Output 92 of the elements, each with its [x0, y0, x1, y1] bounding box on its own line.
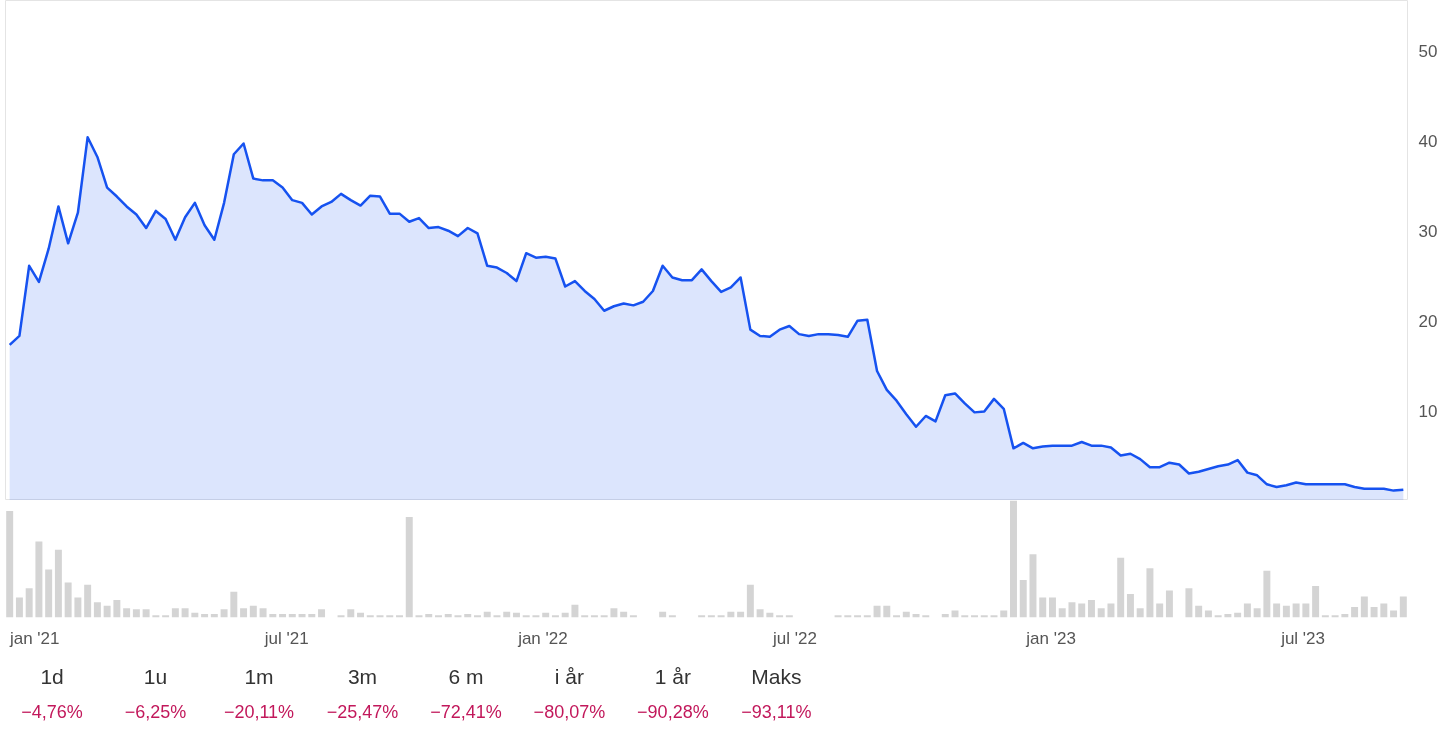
category-label: i år: [554, 664, 585, 688]
bar: [1390, 610, 1398, 618]
y-tick-label: 40: [1418, 131, 1438, 151]
bar: [259, 608, 267, 618]
category-label: Maks: [751, 664, 802, 688]
data-label: −90,28%: [637, 701, 709, 722]
bar: [1117, 557, 1125, 618]
bar: [142, 609, 150, 618]
category-label: 6 m: [448, 664, 484, 688]
bar: [74, 597, 82, 618]
bar: [113, 599, 121, 618]
bar: [1292, 603, 1300, 618]
bar: [15, 597, 23, 618]
bar: [610, 608, 618, 618]
bar: [1126, 594, 1134, 618]
bar: [220, 609, 228, 618]
data-label: −93,11%: [741, 701, 812, 722]
bar: [1097, 608, 1105, 618]
bar: [1185, 588, 1193, 618]
bar: [1351, 606, 1359, 618]
bar: [1370, 606, 1378, 618]
bar: [746, 584, 754, 618]
bar: [6, 511, 14, 618]
category-label: 1 år: [654, 664, 691, 688]
x-tick-label: jan '21: [8, 628, 60, 648]
bar: [123, 608, 131, 618]
bar: [132, 609, 140, 618]
bar: [1273, 603, 1281, 618]
bar: [1204, 610, 1212, 618]
bar: [1195, 605, 1203, 618]
data-label: −25,47%: [326, 701, 399, 722]
y-tick-label: 20: [1418, 311, 1438, 331]
bar: [230, 591, 238, 618]
bar: [1282, 605, 1290, 618]
bar: [1253, 608, 1261, 618]
x-tick-label: jan '22: [517, 628, 568, 648]
bar: [1019, 580, 1027, 618]
x-tick-label: jul '22: [771, 628, 817, 648]
bar: [1312, 585, 1320, 618]
bar: [45, 569, 53, 618]
bar: [1048, 597, 1056, 618]
bar: [347, 609, 355, 618]
y-tick-label: 10: [1418, 401, 1438, 421]
bar: [1243, 603, 1251, 618]
bar: [1000, 610, 1008, 618]
bar: [1039, 597, 1047, 618]
bar: [1360, 596, 1368, 618]
bar: [240, 608, 248, 618]
bar: [84, 584, 92, 618]
bar: [181, 608, 189, 618]
bar: [1087, 599, 1095, 618]
category-label: 1m: [244, 664, 274, 688]
data-label: −72,41%: [430, 701, 502, 722]
x-tick-label: jul '21: [263, 628, 309, 648]
bar: [1058, 608, 1066, 618]
data-label: −4,76%: [21, 701, 83, 722]
bar: [873, 605, 881, 618]
data-label: −80,07%: [533, 701, 606, 722]
bar: [571, 604, 579, 618]
data-label: −6,25%: [124, 701, 187, 722]
bar: [249, 605, 257, 618]
bar: [1302, 603, 1310, 618]
y-tick-label: 30: [1418, 221, 1438, 241]
bar: [1380, 603, 1388, 618]
bar: [1078, 603, 1086, 618]
bar: [1156, 603, 1164, 618]
x-tick-label: jul '23: [1280, 628, 1326, 648]
bar: [1136, 608, 1144, 618]
bar: [1399, 596, 1407, 618]
y-tick-label: 50: [1418, 41, 1438, 61]
bar: [93, 602, 101, 618]
category-label: 3m: [347, 664, 378, 688]
bar: [1107, 603, 1115, 618]
bar: [1263, 570, 1271, 618]
bar: [103, 605, 111, 618]
bar: [1165, 590, 1173, 618]
data-label: −20,11%: [223, 701, 295, 722]
bar: [318, 609, 326, 618]
bar: [756, 609, 764, 618]
bar: [405, 516, 413, 618]
category-label: 1u: [143, 664, 168, 688]
bar: [25, 588, 33, 618]
bar: [883, 605, 891, 618]
bar: [1010, 500, 1017, 618]
bar: [171, 608, 179, 618]
x-tick-label: jan '23: [1025, 628, 1076, 648]
category-label: 1d: [40, 664, 64, 688]
bar: [54, 549, 62, 618]
bar: [1068, 602, 1076, 618]
bar: [35, 541, 43, 618]
bar: [64, 582, 72, 618]
bar: [1146, 568, 1154, 618]
